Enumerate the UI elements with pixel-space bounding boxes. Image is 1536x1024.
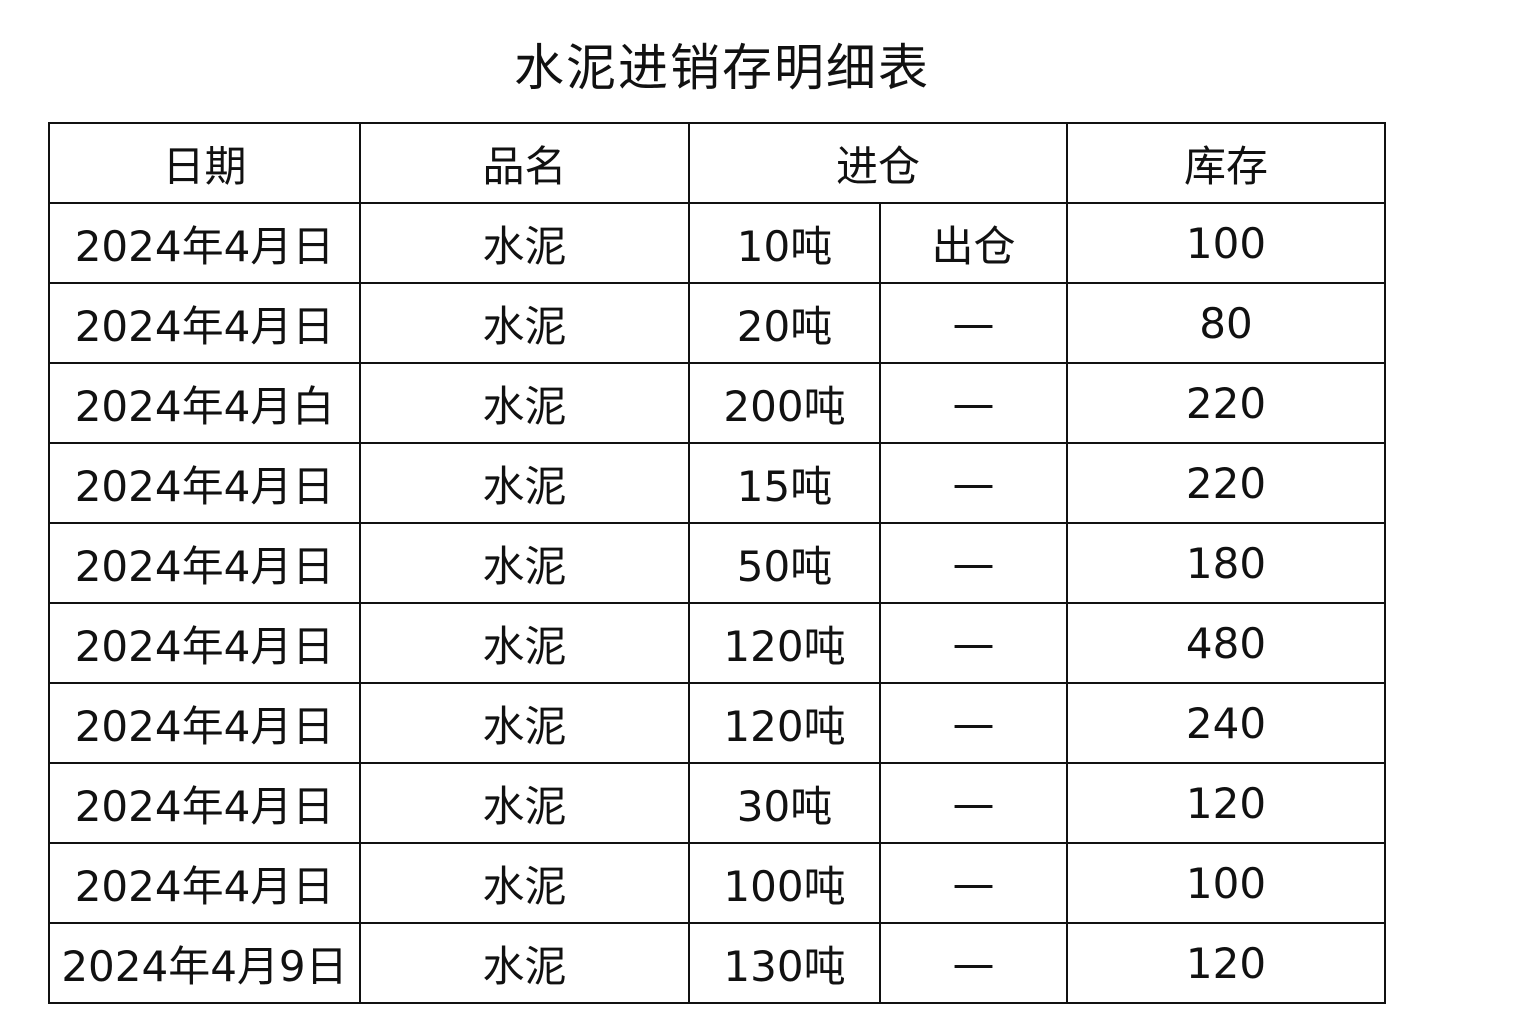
cell-name: 水泥 <box>359 922 690 1004</box>
cell-date: 2024年4月日 <box>48 842 361 924</box>
table-header-row: 日期 品名 进仓 库存 <box>48 122 1386 204</box>
cell-in: 130吨 <box>688 922 881 1004</box>
table-row: 2024年4月日 水泥 120吨 —240 <box>48 682 1386 764</box>
cell-out: — <box>879 442 1068 524</box>
cell-out: — <box>879 922 1068 1004</box>
table-row: 2024年4月白 水泥 200吨 —220 <box>48 362 1386 444</box>
cell-in: 10吨 <box>688 202 881 284</box>
cell-name: 水泥 <box>359 842 690 924</box>
cell-out: — <box>879 282 1068 364</box>
cell-in: 15吨 <box>688 442 881 524</box>
cell-date: 2024年4月日 <box>48 282 361 364</box>
cell-stock: 120 <box>1066 762 1386 844</box>
cell-name: 水泥 <box>359 762 690 844</box>
cell-in: 30吨 <box>688 762 881 844</box>
cell-name: 水泥 <box>359 602 690 684</box>
cell-out: — <box>879 602 1068 684</box>
cell-stock: 100 <box>1066 842 1386 924</box>
cell-date: 2024年4月日 <box>48 522 361 604</box>
inventory-table: 日期 品名 进仓 库存 2024年4月日 水泥 10吨 出仓 100 2024年4月日 水泥… <box>48 122 1386 1004</box>
table-row: 2024年4月日 水泥 15吨 —220 <box>48 442 1386 524</box>
header-name: 品名 <box>359 122 690 204</box>
cell-date: 2024年4月9日 <box>48 922 361 1004</box>
cell-stock: 180 <box>1066 522 1386 604</box>
cell-in: 20吨 <box>688 282 881 364</box>
cell-out: — <box>879 762 1068 844</box>
cell-in: 50吨 <box>688 522 881 604</box>
table-row: 2024年4月日 水泥 30吨 —120 <box>48 762 1386 844</box>
cell-stock: 120 <box>1066 922 1386 1004</box>
cell-name: 水泥 <box>359 682 690 764</box>
cell-stock: 100 <box>1066 202 1386 284</box>
cell-stock: 240 <box>1066 682 1386 764</box>
cell-date: 2024年4月日 <box>48 442 361 524</box>
cell-in: 200吨 <box>688 362 881 444</box>
cell-name: 水泥 <box>359 522 690 604</box>
cell-name: 水泥 <box>359 202 690 284</box>
cell-date: 2024年4月日 <box>48 762 361 844</box>
table-row: 2024年4月日 水泥 20吨 —80 <box>48 282 1386 364</box>
cell-out: — <box>879 682 1068 764</box>
cell-in: 100吨 <box>688 842 881 924</box>
cell-date: 2024年4月日 <box>48 682 361 764</box>
table-row: 2024年4月9日 水泥 130吨 —120 <box>48 922 1386 1004</box>
page-title: 水泥进销存明细表 <box>514 39 930 97</box>
cell-name: 水泥 <box>359 362 690 444</box>
header-in: 进仓 <box>688 122 1068 204</box>
cell-date: 2024年4月日 <box>48 602 361 684</box>
cell-stock: 80 <box>1066 282 1386 364</box>
table-row: 2024年4月日 水泥 10吨 出仓 100 <box>48 202 1386 284</box>
header-stock: 库存 <box>1066 122 1386 204</box>
cell-stock: 480 <box>1066 602 1386 684</box>
cell-stock: 220 <box>1066 442 1386 524</box>
cell-stock: 220 <box>1066 362 1386 444</box>
cell-date: 2024年4月日 <box>48 202 361 284</box>
cell-name: 水泥 <box>359 442 690 524</box>
table-row: 2024年4月日 水泥 100吨 —100 <box>48 842 1386 924</box>
table-row: 2024年4月日 水泥 50吨 —180 <box>48 522 1386 604</box>
cell-out: — <box>879 522 1068 604</box>
cell-out: 出仓 <box>879 202 1068 284</box>
header-date: 日期 <box>48 122 361 204</box>
table-row: 2024年4月日 水泥 120吨 —480 <box>48 602 1386 684</box>
cell-name: 水泥 <box>359 282 690 364</box>
cell-out: — <box>879 842 1068 924</box>
cell-date: 2024年4月白 <box>48 362 361 444</box>
cell-out: — <box>879 362 1068 444</box>
cell-in: 120吨 <box>688 682 881 764</box>
cell-in: 120吨 <box>688 602 881 684</box>
